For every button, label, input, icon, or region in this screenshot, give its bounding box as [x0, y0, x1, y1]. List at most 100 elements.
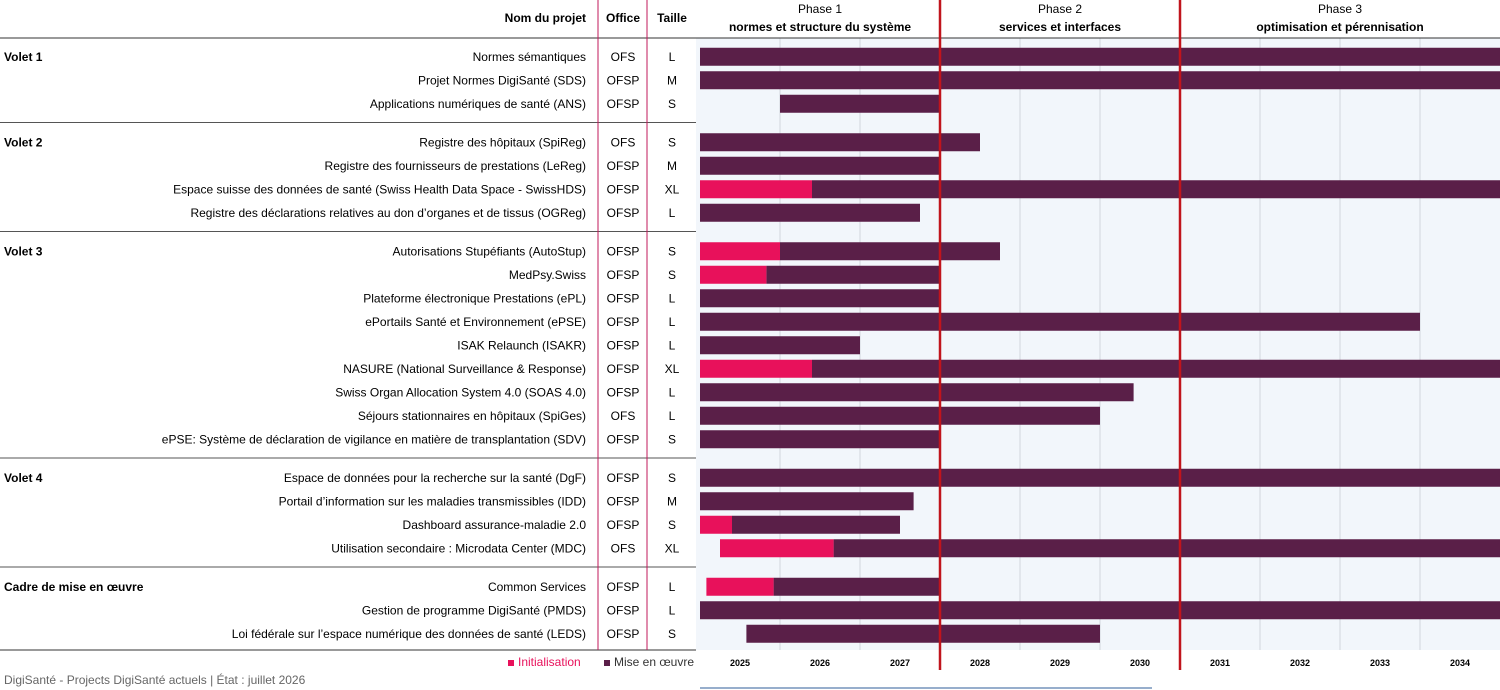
phase-title: Phase 1 — [798, 2, 842, 16]
phase-title: Phase 2 — [1038, 2, 1082, 16]
project-office: OFSP — [607, 206, 640, 220]
implementation-bar — [780, 94, 940, 113]
year-tick-label: 2028 — [970, 658, 990, 668]
project-office: OFSP — [607, 494, 640, 508]
implementation-bar — [746, 624, 1100, 643]
project-size: S — [668, 471, 676, 485]
group-label: Volet 2 — [4, 135, 43, 149]
project-office: OFSP — [607, 182, 640, 196]
project-size: S — [668, 518, 676, 532]
project-size: L — [669, 291, 676, 305]
project-office: OFS — [611, 409, 636, 423]
year-tick-label: 2027 — [890, 658, 910, 668]
project-office: OFSP — [607, 385, 640, 399]
project-name: Espace suisse des données de santé (Swis… — [173, 182, 586, 196]
project-office: OFSP — [607, 627, 640, 641]
implementation-bar — [700, 289, 940, 308]
project-office: OFSP — [607, 580, 640, 594]
project-name: Dashboard assurance-maladie 2.0 — [403, 518, 587, 532]
implementation-bar — [812, 359, 1500, 378]
phase-subtitle: services et interfaces — [999, 20, 1121, 34]
implementation-bar — [700, 336, 860, 355]
implementation-bar — [700, 406, 1100, 425]
project-office: OFSP — [607, 291, 640, 305]
legend-initialisation-swatch — [508, 660, 514, 666]
group-label: Volet 1 — [4, 50, 43, 64]
project-name: Common Services — [488, 580, 586, 594]
project-office: OFSP — [607, 244, 640, 258]
project-name: Swiss Organ Allocation System 4.0 (SOAS … — [335, 385, 586, 399]
project-office: OFSP — [607, 97, 640, 111]
legend-implementation-swatch — [604, 660, 610, 666]
implementation-bar — [700, 312, 1420, 331]
office-column-header: Office — [606, 11, 640, 25]
project-office: OFS — [611, 541, 636, 555]
project-name: Projet Normes DigiSanté (SDS) — [418, 73, 586, 87]
implementation-bar — [780, 242, 1000, 261]
legend-implementation-label: Mise en œuvre — [614, 655, 694, 669]
implementation-bar — [732, 515, 900, 534]
project-column-header: Nom du projet — [505, 11, 586, 25]
project-size: S — [668, 244, 676, 258]
year-tick-label: 2031 — [1210, 658, 1230, 668]
phase-title: Phase 3 — [1318, 2, 1362, 16]
project-size: M — [667, 159, 677, 173]
implementation-bar — [766, 265, 940, 284]
project-office: OFSP — [607, 603, 640, 617]
implementation-bar — [773, 577, 940, 596]
project-size: S — [668, 627, 676, 641]
project-name: Autorisations Stupéfiants (AutoStup) — [393, 244, 586, 258]
project-size: XL — [665, 541, 680, 555]
initialisation-bar — [700, 515, 732, 534]
implementation-bar — [700, 156, 940, 175]
project-size: L — [669, 338, 676, 352]
implementation-bar — [812, 180, 1500, 199]
project-office: OFS — [611, 135, 636, 149]
project-name: Registre des hôpitaux (SpiReg) — [419, 135, 586, 149]
project-name: Registre des déclarations relatives au d… — [190, 206, 586, 220]
project-size: S — [668, 135, 676, 149]
project-name: Espace de données pour la recherche sur … — [284, 471, 586, 485]
project-name: Normes sémantiques — [473, 50, 586, 64]
project-size: L — [669, 315, 676, 329]
project-office: OFSP — [607, 159, 640, 173]
project-size: XL — [665, 182, 680, 196]
implementation-bar — [833, 539, 1500, 558]
implementation-bar — [700, 71, 1500, 90]
initialisation-bar — [700, 265, 767, 284]
initialisation-bar — [706, 577, 774, 596]
initialisation-bar — [720, 539, 834, 558]
implementation-bar — [700, 47, 1500, 66]
phase-subtitle: optimisation et pérennisation — [1256, 20, 1423, 34]
project-size: S — [668, 268, 676, 282]
year-tick-label: 2029 — [1050, 658, 1070, 668]
group-label: Cadre de mise en œuvre — [4, 580, 144, 594]
project-size: L — [669, 580, 676, 594]
project-office: OFSP — [607, 315, 640, 329]
initialisation-bar — [700, 242, 780, 261]
project-office: OFSP — [607, 471, 640, 485]
project-name: Séjours stationnaires en hôpitaux (SpiGe… — [358, 409, 586, 423]
project-office: OFSP — [607, 268, 640, 282]
group-label: Volet 3 — [4, 244, 43, 258]
project-name: ePortails Santé et Environnement (ePSE) — [365, 315, 586, 329]
implementation-bar — [700, 468, 1500, 487]
year-tick-label: 2025 — [730, 658, 750, 668]
project-name: Applications numériques de santé (ANS) — [370, 97, 586, 111]
size-column-header: Taille — [657, 11, 687, 25]
project-name: Utilisation secondaire : Microdata Cente… — [331, 541, 586, 555]
project-name: Registre des fournisseurs de prestations… — [325, 159, 586, 173]
project-office: OFSP — [607, 73, 640, 87]
project-name: ISAK Relaunch (ISAKR) — [457, 338, 586, 352]
project-size: M — [667, 73, 677, 87]
legend-initialisation-label: Initialisation — [518, 655, 581, 669]
implementation-bar — [700, 383, 1134, 402]
project-office: OFSP — [607, 362, 640, 376]
project-size: L — [669, 409, 676, 423]
project-name: ePSE: Système de déclaration de vigilanc… — [162, 432, 586, 446]
project-office: OFSP — [607, 432, 640, 446]
project-office: OFS — [611, 50, 636, 64]
implementation-bar — [700, 601, 1500, 620]
implementation-bar — [700, 203, 920, 222]
